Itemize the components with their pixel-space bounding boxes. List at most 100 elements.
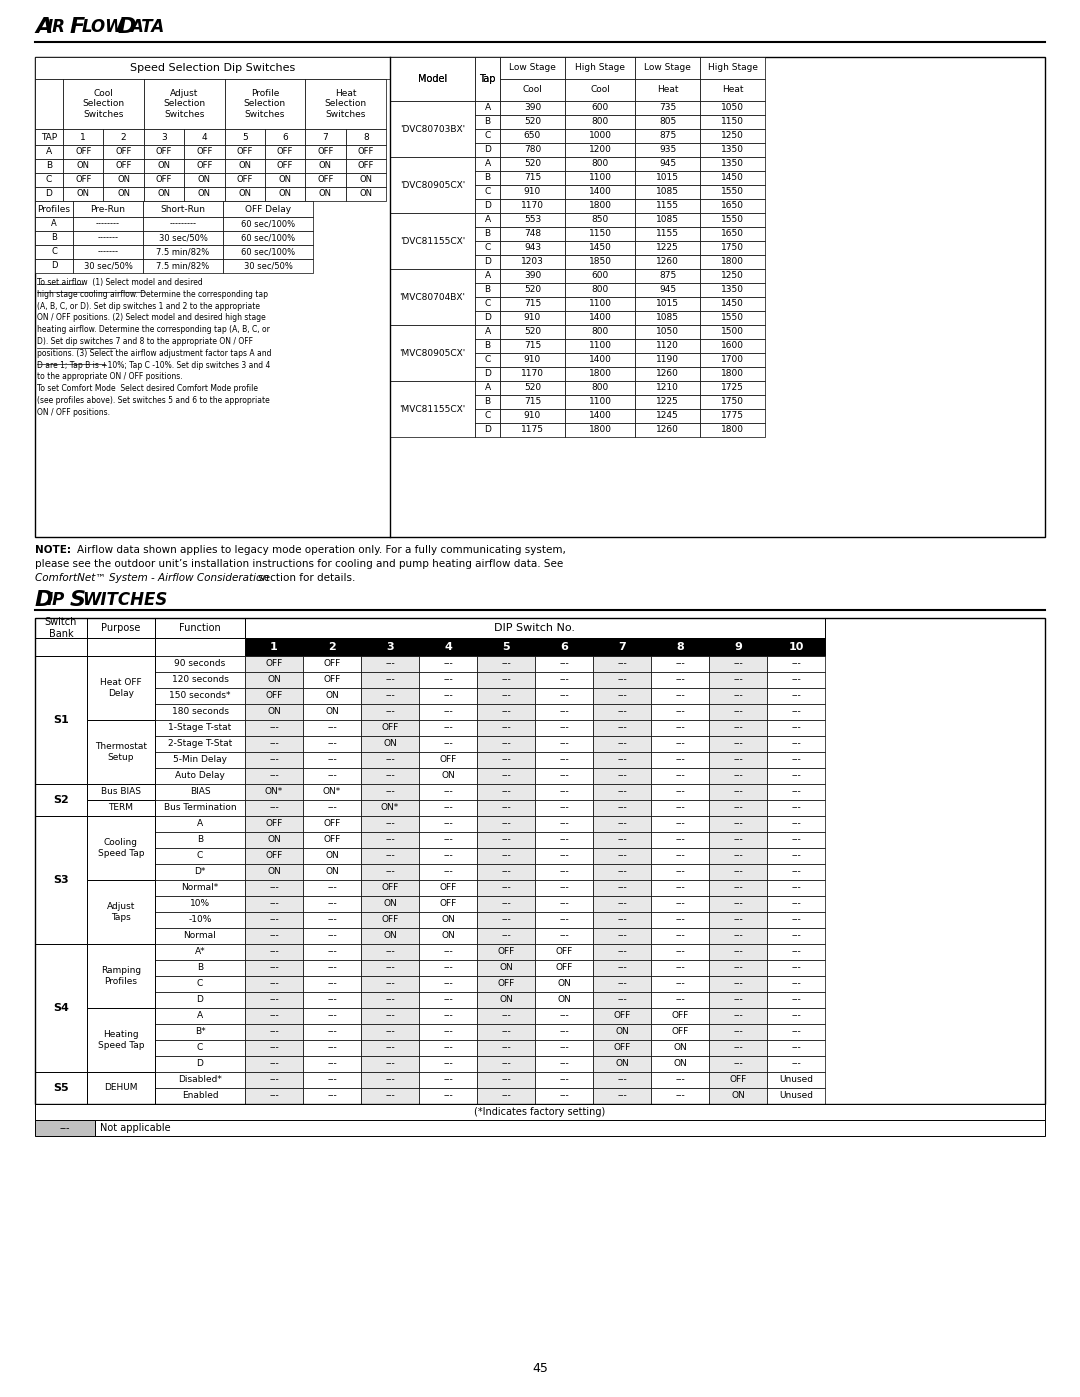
Text: ---: ---	[501, 676, 511, 685]
Bar	[565, 156, 635, 170]
Text: C: C	[45, 176, 52, 184]
Text: 1-Stage T-stat: 1-Stage T-stat	[168, 724, 231, 732]
Text: OFF: OFF	[75, 148, 92, 156]
Text: ON: ON	[77, 162, 90, 170]
Text: ---: ---	[269, 996, 279, 1004]
Text: ---: ---	[733, 676, 743, 685]
Text: ---: ---	[733, 900, 743, 908]
Text: ---: ---	[617, 659, 626, 669]
Text: ---: ---	[733, 739, 743, 749]
Bar	[651, 1071, 708, 1088]
Text: S2: S2	[53, 795, 69, 805]
Text: ---: ---	[559, 835, 569, 845]
Text: 1085: 1085	[656, 313, 679, 323]
Bar	[475, 184, 500, 198]
Bar	[767, 944, 825, 960]
Text: ---: ---	[269, 803, 279, 813]
Text: ---: ---	[559, 788, 569, 796]
Bar	[565, 326, 635, 339]
Text: B: B	[46, 162, 52, 170]
Text: ON: ON	[198, 190, 211, 198]
Bar	[35, 80, 63, 129]
Bar	[635, 156, 700, 170]
Text: 5: 5	[502, 643, 510, 652]
Text: ---: ---	[501, 739, 511, 749]
Bar	[477, 1039, 535, 1056]
Bar	[477, 977, 535, 992]
Text: Short-Run: Short-Run	[161, 204, 205, 214]
Bar	[651, 944, 708, 960]
Text: Enabled: Enabled	[181, 1091, 218, 1101]
Bar	[419, 736, 477, 752]
Text: ---: ---	[386, 996, 395, 1004]
Bar	[419, 863, 477, 880]
Text: Function: Function	[179, 623, 221, 633]
Bar	[156, 736, 245, 752]
Text: ---: ---	[617, 996, 626, 1004]
Bar	[535, 880, 593, 895]
Bar	[245, 736, 303, 752]
Bar	[651, 895, 708, 912]
Bar	[500, 57, 565, 80]
Bar	[593, 880, 651, 895]
Bar	[593, 687, 651, 704]
Text: ---: ---	[559, 1059, 569, 1069]
Text: ---: ---	[792, 707, 801, 717]
Text: 120 seconds: 120 seconds	[172, 676, 229, 685]
Text: ---: ---	[733, 868, 743, 876]
Text: 390: 390	[524, 271, 541, 281]
Bar	[95, 1120, 1045, 1136]
Text: 30 sec/50%: 30 sec/50%	[159, 233, 207, 243]
Text: S1: S1	[53, 715, 69, 725]
Text: OFF: OFF	[323, 659, 340, 669]
Bar	[500, 212, 565, 226]
Text: ---: ---	[675, 883, 685, 893]
Bar	[245, 1056, 303, 1071]
Bar	[477, 1071, 535, 1088]
Bar	[87, 638, 156, 657]
Text: ---: ---	[675, 1076, 685, 1084]
Bar	[477, 960, 535, 977]
Text: -------: -------	[97, 233, 119, 243]
Text: ---: ---	[617, 676, 626, 685]
Text: ---: ---	[443, 739, 453, 749]
Text: 'MVC80905CX': 'MVC80905CX'	[400, 348, 465, 358]
Text: ---: ---	[501, 900, 511, 908]
Bar	[767, 1088, 825, 1104]
Bar	[87, 800, 156, 816]
Bar	[35, 944, 87, 1071]
Text: 520: 520	[524, 159, 541, 169]
Text: ---: ---	[327, 1044, 337, 1052]
Text: 1450: 1450	[721, 173, 744, 183]
Text: ---: ---	[269, 947, 279, 957]
Text: Model: Model	[418, 74, 447, 84]
Text: ---: ---	[617, 835, 626, 845]
Bar	[303, 1024, 361, 1039]
Bar	[535, 1024, 593, 1039]
Bar	[767, 848, 825, 863]
Bar	[156, 672, 245, 687]
Text: ---: ---	[733, 964, 743, 972]
Text: ---: ---	[559, 756, 569, 764]
Text: A: A	[485, 327, 490, 337]
Text: ---: ---	[443, 947, 453, 957]
Text: ---: ---	[675, 900, 685, 908]
Text: OFF: OFF	[440, 900, 457, 908]
Text: 1050: 1050	[656, 327, 679, 337]
Bar	[708, 800, 767, 816]
Text: ---: ---	[792, 771, 801, 781]
Text: ---: ---	[792, 1011, 801, 1020]
Text: OFF: OFF	[498, 947, 515, 957]
Bar	[477, 704, 535, 719]
Bar	[475, 381, 500, 395]
Bar	[535, 863, 593, 880]
Text: ---: ---	[386, 756, 395, 764]
Bar	[361, 977, 419, 992]
Bar	[361, 719, 419, 736]
Text: ---: ---	[327, 947, 337, 957]
Bar	[419, 848, 477, 863]
Bar	[419, 944, 477, 960]
Bar	[635, 115, 700, 129]
Bar	[156, 617, 245, 638]
Text: 780: 780	[524, 145, 541, 155]
